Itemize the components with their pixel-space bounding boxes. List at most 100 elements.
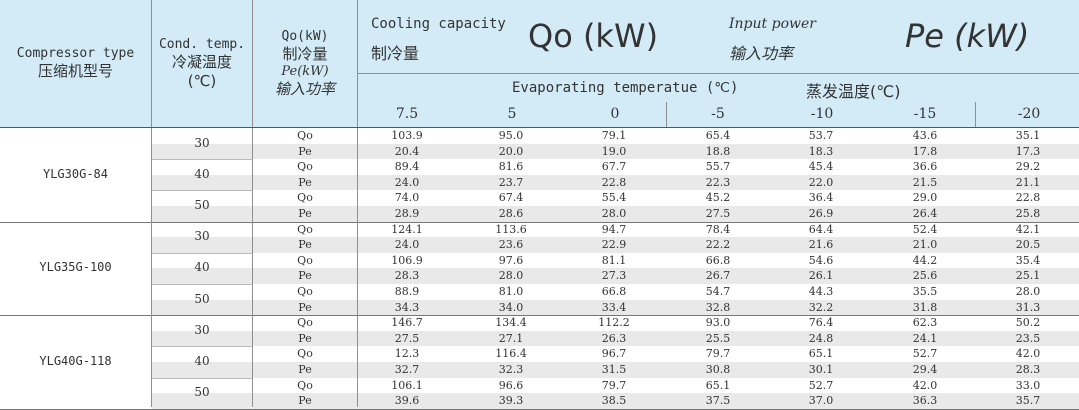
table-cell: 44.2 [912,253,938,267]
table-cell: 29.0 [912,191,938,205]
table-cell: 89.4 [394,160,420,174]
row-label-qo: Qo [297,129,313,142]
table-cell: 21.6 [808,238,834,252]
table-cell: 36.6 [912,160,938,174]
divider [152,284,252,285]
cond-band [152,143,252,160]
row-label-qo: Qo [297,160,313,174]
table-cell: 22.0 [808,175,834,189]
table-cell: 146.7 [391,316,423,330]
table-cell: 37.5 [705,394,731,408]
cond-temp-value: 30 [194,229,210,244]
row-label-qo: Qo [297,378,313,392]
table-cell: 24.0 [394,238,420,252]
table-cell: 28.3 [1015,363,1041,376]
table-cell: 36.3 [912,394,938,408]
cond-band [152,393,252,409]
table-cell: 29.2 [1015,160,1041,174]
table-cell: 21.1 [1015,175,1041,189]
cond-temp-cn: 冷凝温度 [171,52,232,71]
cond-temp-value: 50 [194,291,210,306]
table-cell: 65.4 [705,129,731,142]
row-label-qo: Qo [297,285,313,298]
cond-temp-value: 30 [194,135,210,150]
table-cell: 32.7 [394,363,420,376]
table-cell: 31.5 [601,363,627,376]
table-cell: 24.8 [808,331,834,345]
row-label-pe: Pe [298,300,312,314]
evap-temp-col: 5 [507,106,517,122]
table-cell: 30.1 [808,363,834,376]
table-cell: 23.5 [1015,331,1041,345]
table-cell: 106.1 [391,378,423,392]
compressor-type: YLG40G-118 [39,354,112,368]
cond-temp-value: 40 [194,166,210,181]
row-label-pe: Pe [298,269,312,283]
cond-temp-value: 50 [194,385,210,400]
table-cell: 74.0 [394,191,420,205]
evap-temp-col: -5 [711,106,725,122]
divider [666,102,667,127]
table-cell: 54.6 [808,253,834,267]
row-band [253,362,1079,378]
qo-cn: 制冷量 [282,44,328,63]
row-label-pe: Pe [298,363,312,376]
table-cell: 27.3 [601,269,627,283]
evap-temp-en: Evaporating temperatue (℃) [512,80,739,96]
table-header [0,0,1079,127]
table-cell: 24.0 [394,175,420,189]
table-cell: 21.0 [912,238,938,252]
table-cell: 32.8 [705,300,731,314]
table-cell: 17.3 [1015,144,1041,158]
compressor-type: YLG30G-84 [42,166,109,181]
table-cell: 28.0 [1015,285,1041,298]
table-cell: 53.7 [808,129,834,142]
table-cell: 33.0 [1015,378,1041,392]
table-cell: 65.1 [808,347,834,361]
row-band [253,237,1079,253]
cond-temp-value: 40 [194,354,210,368]
input-power-unit: Pe (kW) [905,17,1030,55]
table-cell: 97.6 [498,253,524,267]
table-cell: 28.9 [394,207,420,220]
table-cell: 134.4 [495,316,527,330]
evap-temp-col: -10 [810,106,834,122]
cond-band [152,299,252,316]
row-band [253,268,1079,284]
table-cell: 67.7 [601,160,627,174]
table-cell: 22.9 [601,238,627,252]
table-cell: 79.7 [705,347,731,361]
row-band [253,393,1079,409]
table-cell: 76.4 [808,316,834,330]
table-cell: 103.9 [391,129,423,142]
table-cell: 19.0 [601,144,627,158]
table-cell: 37.0 [808,394,834,408]
row-label-pe: Pe [298,238,312,252]
divider [975,102,976,127]
table-cell: 78.4 [705,222,731,236]
table-cell: 20.0 [498,144,524,158]
table-cell: 96.6 [498,378,524,392]
table-cell: 81.1 [601,253,627,267]
table-cell: 55.4 [601,191,627,205]
table-cell: 95.0 [498,129,524,142]
table-cell: 81.6 [498,160,524,174]
divider [0,315,1079,317]
table-cell: 22.2 [705,238,731,252]
divider [0,221,1079,223]
row-band [253,206,1079,222]
header-cond-temp: Cond. temp. 冷凝温度 (℃) [152,0,252,127]
table-cell: 38.5 [601,394,627,408]
compressor-type-cn: 压缩机型号 [37,62,113,81]
input-power-cn: 输入功率 [729,44,794,63]
table-cell: 39.6 [394,394,420,408]
table-cell: 25.1 [1015,269,1041,283]
table-cell: 34.0 [498,300,524,314]
table-cell: 20.4 [394,144,420,158]
cond-temp-value: 40 [194,260,210,275]
table-cell: 27.1 [498,331,524,345]
evap-temp-col: -15 [913,106,937,122]
cond-band [152,268,252,284]
table-cell: 26.3 [601,331,627,345]
cond-temp-en: Cond. temp. [158,36,246,52]
